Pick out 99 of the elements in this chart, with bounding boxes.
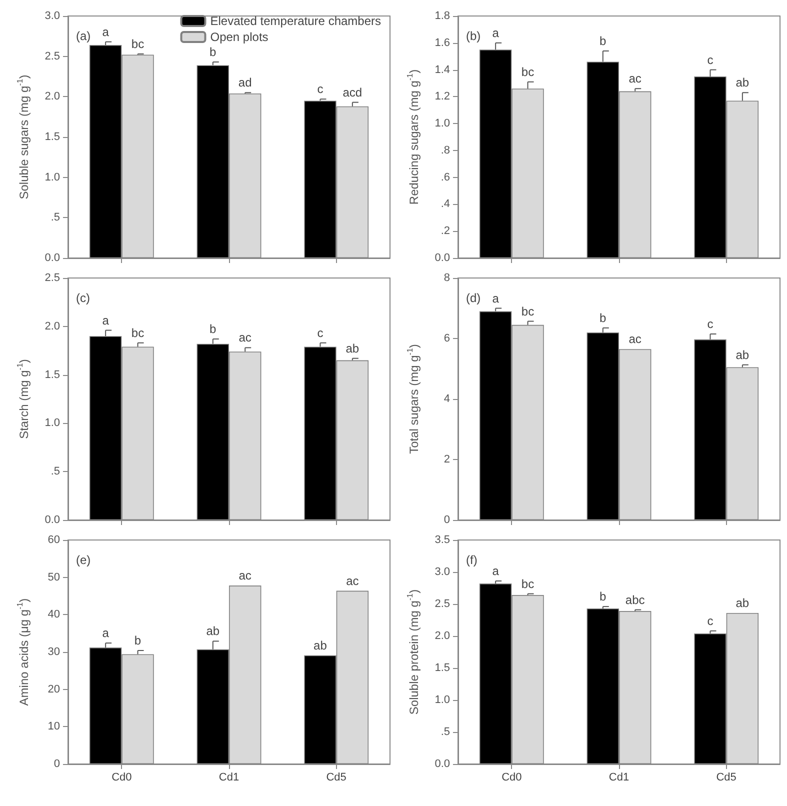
y-tick-label: 0.0 [434, 252, 450, 264]
data-label: ab [736, 348, 750, 362]
y-tick-label: 2.0 [44, 320, 60, 332]
annotation: (b) [466, 29, 481, 43]
y-tick-label: .4 [440, 198, 450, 210]
y-tick-label: 1.2 [434, 90, 450, 103]
y-axis-title: Soluble sugars (mg g-1) [16, 74, 31, 200]
y-tick-label: 1.0 [434, 694, 450, 706]
legend-label: Open plots [210, 30, 268, 44]
data-label: a [102, 24, 110, 39]
data-label: ac [238, 568, 252, 583]
y-axis-title: Starch (mg g-1) [16, 359, 31, 439]
data-label: c [317, 326, 324, 340]
data-label: bc [521, 576, 534, 591]
data-label: c [707, 316, 714, 331]
data-label: a [102, 626, 110, 640]
y-tick-label: 60 [48, 534, 60, 546]
data-label: b [134, 634, 142, 648]
y-axis-title: Amino acids (μg g-1) [16, 598, 31, 706]
data-label: ab [346, 341, 360, 356]
x-tick-label: Cd5 [716, 772, 736, 784]
annotation: (f) [466, 553, 478, 567]
data-label: c [707, 614, 714, 628]
y-tick-label: 1.6 [434, 36, 450, 49]
data-label: bc [521, 64, 534, 79]
data-label: abc [625, 592, 645, 607]
y-tick-label: 3.0 [44, 10, 60, 22]
x-tick-label: Cd1 [608, 772, 630, 784]
data-label: ab [736, 596, 750, 610]
y-tick-label: 0.0 [44, 514, 60, 526]
y-tick-label: 1.5 [44, 368, 60, 381]
data-label: a [492, 26, 500, 40]
y-tick-label: .2 [440, 225, 450, 238]
x-tick-label: Cd1 [218, 772, 240, 784]
data-label: bc [521, 304, 534, 318]
data-label: c [317, 82, 324, 96]
y-tick-label: 1.4 [434, 64, 450, 76]
data-label: a [102, 313, 110, 328]
data-label: a [492, 564, 500, 578]
y-tick-label: 0.0 [434, 758, 450, 770]
y-tick-label: 1.0 [434, 118, 450, 130]
x-tick-label: Cd0 [112, 772, 132, 784]
data-label: bc [131, 326, 144, 340]
y-tick-label: 20 [48, 683, 60, 696]
y-tick-label: .5 [50, 466, 60, 478]
y-tick-label: 6 [444, 332, 450, 344]
data-label: ac [628, 332, 642, 346]
y-tick-label: 3.5 [434, 534, 450, 546]
y-tick-label: 30 [48, 646, 60, 658]
y-tick-label: .8 [440, 144, 450, 156]
y-tick-label: 50 [48, 571, 60, 584]
y-axis-title: Reducing sugars (mg g-1) [406, 69, 421, 205]
data-label: ac [628, 72, 642, 86]
annotation: (c) [76, 291, 90, 305]
y-tick-label: 1.0 [44, 417, 60, 430]
data-label: a [492, 291, 500, 306]
data-label: ac [346, 574, 359, 588]
y-axis-title: Total sugars (mg g-1) [406, 344, 421, 454]
data-label: b [600, 34, 607, 48]
data-label: ad [238, 76, 252, 90]
y-tick-label: 1.0 [44, 171, 60, 184]
data-label: ab [206, 624, 220, 638]
y-tick-label: 3.0 [434, 566, 450, 578]
y-tick-label: 10 [48, 720, 60, 733]
y-axis-title: Soluble protein (mg g-1) [406, 589, 421, 715]
y-tick-label: .6 [440, 171, 450, 184]
y-tick-label: 1.5 [434, 662, 450, 674]
data-label: bc [131, 36, 144, 51]
data-label: b [600, 590, 607, 604]
data-label: b [210, 44, 217, 59]
y-tick-label: 40 [48, 608, 60, 621]
y-tick-label: 0 [54, 758, 60, 770]
y-tick-label: 2.5 [434, 598, 450, 610]
x-tick-label: Cd5 [326, 772, 346, 784]
y-tick-label: 2.5 [44, 50, 60, 62]
legend-label: Elevated temperature chambers [210, 14, 382, 28]
data-label: acd [342, 85, 362, 100]
data-label: b [210, 322, 217, 336]
x-tick-label: Cd0 [502, 772, 522, 784]
y-tick-label: 2.0 [44, 90, 60, 103]
annotation: (d) [466, 291, 481, 305]
annotation: (a) [76, 29, 91, 43]
y-tick-label: .5 [440, 726, 450, 738]
data-label: ac [238, 330, 252, 345]
y-tick-label: 1.5 [44, 131, 60, 143]
y-tick-label: 1.8 [434, 10, 450, 22]
y-tick-label: .5 [50, 212, 60, 224]
data-label: b [600, 310, 607, 325]
y-tick-label: 2 [444, 454, 450, 466]
data-label: c [707, 52, 714, 67]
y-tick-label: 2.0 [434, 630, 450, 642]
y-tick-label: 4 [444, 393, 450, 405]
y-tick-label: 8 [444, 272, 450, 284]
data-label: ab [736, 76, 750, 90]
y-tick-label: 0.0 [44, 252, 60, 264]
y-tick-label: 2.5 [44, 272, 60, 284]
annotation: (e) [76, 553, 91, 567]
y-tick-label: 0 [444, 514, 450, 526]
data-label: ab [314, 638, 328, 652]
